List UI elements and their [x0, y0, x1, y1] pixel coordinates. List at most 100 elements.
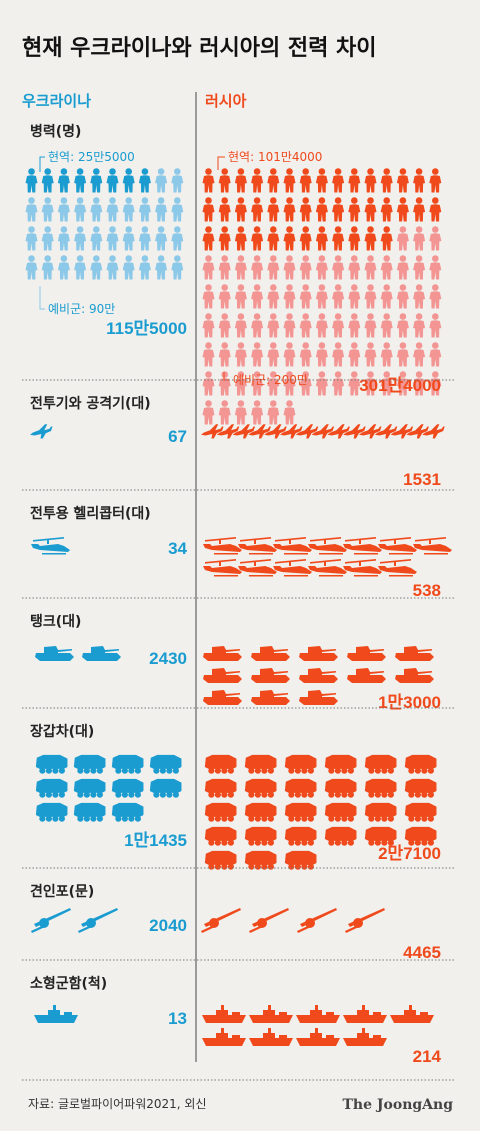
soldier-icon — [315, 371, 328, 396]
soldier-icon — [155, 255, 168, 280]
fighter-jet-icon — [359, 424, 382, 439]
armored-vehicle-icon — [204, 778, 237, 798]
russia-value: 538 — [413, 581, 441, 600]
armored-vehicle-icon — [364, 802, 397, 822]
soldier-icon — [41, 197, 54, 222]
soldier-icon — [25, 168, 38, 193]
fighter-jet-icon — [343, 424, 366, 439]
russia-fighters-icons — [201, 424, 445, 439]
section-tanks: 탱크(대) 2430 1만3000 — [22, 597, 456, 712]
armored-vehicle-icon — [35, 754, 68, 774]
soldier-icon — [106, 197, 119, 222]
armored-vehicle-icon — [364, 754, 397, 774]
towed-artillery-icon — [249, 908, 289, 933]
section-corvettes: 소형군함(척) 13 214 — [22, 959, 456, 1066]
armored-vehicle-icon — [73, 778, 106, 798]
fighter-jet-icon — [327, 424, 350, 439]
warship-icon — [343, 1005, 387, 1023]
ukraine-value: 13 — [168, 1009, 187, 1028]
soldier-icon — [332, 168, 345, 193]
soldier-icon — [202, 342, 215, 367]
tank-icon — [347, 646, 386, 661]
helicopter-icon — [378, 537, 417, 555]
soldier-icon — [218, 371, 231, 396]
russia-value: 1만3000 — [378, 693, 441, 712]
soldier-icon — [396, 168, 409, 193]
tank-icon — [203, 646, 242, 661]
fighter-jet-icon — [311, 424, 335, 439]
soldier-icon — [138, 255, 151, 280]
tank-icon — [299, 668, 338, 683]
soldier-icon — [315, 255, 328, 280]
soldier-icon — [74, 255, 87, 280]
soldier-icon — [283, 342, 296, 367]
soldier-icon — [218, 342, 231, 367]
fighter-jet-icon — [406, 424, 429, 439]
armored-vehicle-icon — [204, 850, 237, 870]
ukraine-value: 2040 — [149, 916, 187, 935]
armored-vehicle-icon — [111, 802, 144, 822]
warship-icon — [202, 1028, 246, 1046]
helicopter-icon — [203, 537, 242, 555]
soldier-icon — [90, 226, 103, 251]
soldier-icon — [218, 313, 231, 338]
armored-vehicle-icon — [324, 778, 357, 798]
tank-icon — [299, 646, 338, 661]
russia-corvettes-icons — [202, 1005, 434, 1046]
armored-vehicle-icon — [204, 802, 237, 822]
soldier-icon — [348, 168, 361, 193]
soldier-icon — [218, 284, 231, 309]
warship-icon — [390, 1005, 434, 1023]
category-sections: 전투기와 공격기(대) 67 1531 전투용 헬리콥터(대) 34 538 탱크(대) 24… — [22, 379, 456, 1066]
helicopter-icon — [31, 537, 70, 555]
helicopter-icon — [413, 537, 452, 555]
soldier-icon — [90, 197, 103, 222]
soldier-icon — [413, 342, 426, 367]
russia-label: 러시아 — [205, 92, 247, 110]
soldier-icon — [267, 197, 280, 222]
russia-value: 214 — [413, 1047, 442, 1066]
soldier-icon — [106, 255, 119, 280]
ukraine-value: 2430 — [149, 649, 187, 668]
tank-icon — [395, 668, 434, 683]
soldier-icon — [41, 226, 54, 251]
soldier-icon — [348, 226, 361, 251]
category-label: 장갑차(대) — [30, 723, 94, 740]
towed-artillery-icon — [345, 908, 385, 933]
soldier-icon — [106, 168, 119, 193]
soldier-icon — [413, 255, 426, 280]
soldier-icon — [57, 197, 70, 222]
soldier-icon — [251, 400, 264, 425]
soldier-icon — [155, 226, 168, 251]
soldier-icon — [267, 255, 280, 280]
soldier-icon — [380, 342, 393, 367]
soldier-icon — [283, 255, 296, 280]
armored-vehicle-icon — [204, 826, 237, 846]
armored-vehicle-icon — [284, 778, 317, 798]
soldier-icon — [202, 400, 215, 425]
soldier-icon — [251, 197, 264, 222]
fighter-jet-icon — [374, 424, 398, 439]
soldier-icon — [283, 168, 296, 193]
armored-vehicle-icon — [284, 826, 317, 846]
soldier-icon — [57, 226, 70, 251]
armored-vehicle-icon — [244, 850, 277, 870]
soldier-icon — [348, 284, 361, 309]
soldier-icon — [315, 342, 328, 367]
fighter-jet-icon — [30, 424, 53, 439]
soldier-icon — [364, 197, 377, 222]
russia-personnel-total: 301만4000 — [359, 376, 441, 395]
armored-vehicle-icon — [111, 778, 144, 798]
soldier-icon — [315, 226, 328, 251]
soldier-icon — [267, 400, 280, 425]
soldier-icon — [396, 197, 409, 222]
soldier-icon — [413, 313, 426, 338]
soldier-icon — [122, 197, 135, 222]
category-label: 탱크(대) — [30, 613, 81, 630]
armored-vehicle-icon — [364, 826, 397, 846]
soldier-icon — [332, 284, 345, 309]
ukraine-personnel-total: 115만5000 — [106, 319, 187, 338]
helicopter-icon — [343, 537, 382, 555]
soldier-icon — [364, 342, 377, 367]
armored-vehicle-icon — [111, 754, 144, 774]
